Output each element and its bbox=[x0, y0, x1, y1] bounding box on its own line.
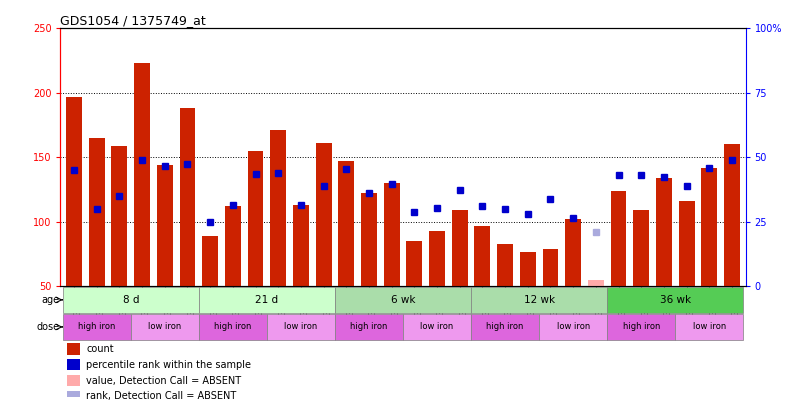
Text: age: age bbox=[42, 295, 60, 305]
Text: high iron: high iron bbox=[78, 322, 115, 331]
Bar bbox=[542, 249, 559, 286]
Text: GDS1054 / 1375749_at: GDS1054 / 1375749_at bbox=[60, 14, 206, 27]
Bar bbox=[656, 178, 672, 286]
Bar bbox=[111, 146, 127, 286]
Text: high iron: high iron bbox=[351, 322, 388, 331]
Text: count: count bbox=[86, 344, 114, 354]
Text: dose: dose bbox=[37, 322, 60, 332]
Bar bbox=[63, 287, 199, 313]
Bar bbox=[68, 359, 80, 371]
Text: rank, Detection Call = ABSENT: rank, Detection Call = ABSENT bbox=[86, 391, 237, 401]
Text: low iron: low iron bbox=[556, 322, 590, 331]
Text: high iron: high iron bbox=[622, 322, 660, 331]
Bar bbox=[475, 226, 490, 286]
Bar bbox=[66, 97, 82, 286]
Text: 36 wk: 36 wk bbox=[659, 295, 691, 305]
Text: 6 wk: 6 wk bbox=[391, 295, 415, 305]
Bar bbox=[497, 244, 513, 286]
Text: low iron: low iron bbox=[421, 322, 454, 331]
Bar bbox=[131, 314, 199, 340]
Bar bbox=[270, 130, 286, 286]
Bar bbox=[471, 314, 539, 340]
Text: 8 d: 8 d bbox=[123, 295, 139, 305]
Bar bbox=[588, 280, 604, 286]
Text: low iron: low iron bbox=[692, 322, 726, 331]
Bar bbox=[471, 287, 607, 313]
Bar bbox=[452, 210, 467, 286]
Bar bbox=[199, 314, 267, 340]
Text: low iron: low iron bbox=[148, 322, 181, 331]
Bar bbox=[225, 207, 241, 286]
Bar bbox=[429, 231, 445, 286]
Bar bbox=[675, 314, 743, 340]
Bar bbox=[89, 138, 105, 286]
Bar bbox=[199, 287, 335, 313]
Bar bbox=[247, 151, 264, 286]
Bar bbox=[565, 219, 581, 286]
Bar bbox=[361, 194, 377, 286]
Bar bbox=[406, 241, 422, 286]
Bar bbox=[384, 183, 400, 286]
Bar bbox=[335, 314, 403, 340]
Bar bbox=[339, 161, 354, 286]
Bar bbox=[701, 168, 717, 286]
Bar bbox=[267, 314, 335, 340]
Text: low iron: low iron bbox=[285, 322, 318, 331]
Bar bbox=[68, 391, 80, 402]
Bar bbox=[611, 191, 626, 286]
Text: percentile rank within the sample: percentile rank within the sample bbox=[86, 360, 251, 370]
Bar bbox=[180, 108, 195, 286]
Bar bbox=[68, 375, 80, 386]
Text: 21 d: 21 d bbox=[256, 295, 278, 305]
Text: value, Detection Call = ABSENT: value, Detection Call = ABSENT bbox=[86, 375, 242, 386]
Bar bbox=[202, 236, 218, 286]
Bar bbox=[134, 63, 150, 286]
Bar bbox=[607, 287, 743, 313]
Bar bbox=[68, 343, 80, 355]
Bar bbox=[316, 143, 331, 286]
Bar bbox=[335, 287, 471, 313]
Text: 12 wk: 12 wk bbox=[524, 295, 555, 305]
Text: high iron: high iron bbox=[486, 322, 524, 331]
Bar bbox=[724, 145, 740, 286]
Bar bbox=[63, 314, 131, 340]
Bar bbox=[293, 205, 309, 286]
Bar bbox=[679, 201, 695, 286]
Bar bbox=[157, 165, 172, 286]
Bar bbox=[520, 252, 536, 286]
Bar bbox=[403, 314, 471, 340]
Bar bbox=[634, 210, 649, 286]
Bar bbox=[539, 314, 607, 340]
Bar bbox=[607, 314, 675, 340]
Text: high iron: high iron bbox=[214, 322, 251, 331]
